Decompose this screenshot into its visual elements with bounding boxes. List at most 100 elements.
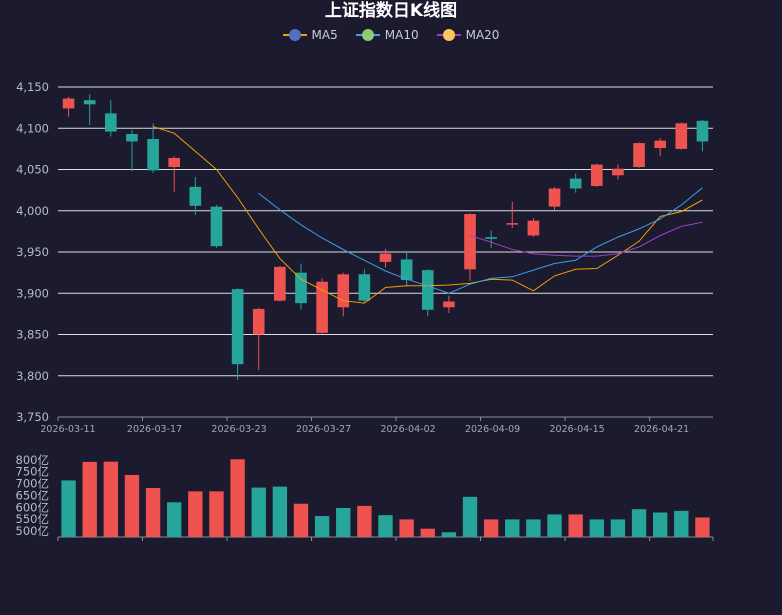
volume-bar [420,528,435,537]
legend-swatch-icon [436,29,461,41]
volume-bar [652,512,668,537]
candle-body [527,220,540,236]
candle-body [485,237,497,239]
chart-title: 上证指数日K线图 [324,1,458,21]
candle-body [548,188,561,207]
legend-item-ma20[interactable]: MA20 [436,28,500,42]
chart-legend: MA5 MA10 MA20 [0,28,782,42]
candle-body [126,134,138,142]
volume-bar [631,509,647,537]
candle-body [464,214,476,270]
volume-bar [399,519,414,537]
volume-bar [336,508,351,537]
volume-y-tick-label: 550亿 [16,512,49,526]
volume-bar [188,491,203,537]
y-tick-label: 3,950 [16,245,49,259]
volume-bar [378,515,393,537]
y-tick-label: 4,000 [16,204,49,218]
volume-bar [251,487,266,537]
legend-label: MA20 [465,28,500,42]
candle-body [316,281,328,333]
volume-y-tick-label: 500亿 [16,524,49,538]
y-tick-label: 4,050 [16,163,49,177]
x-tick-label: 2026-04-15 [549,424,604,435]
candle-body [252,308,265,335]
volume-bar [483,519,499,537]
x-tick-label: 2026-03-17 [127,424,182,435]
y-tick-label: 4,100 [16,121,49,135]
x-tick-label: 2026-04-21 [634,424,689,435]
x-tick-label: 2026-03-11 [40,424,95,435]
volume-bar [547,514,562,537]
candle-body [696,120,709,142]
candle-body [231,289,244,365]
candle-body [295,272,307,304]
candle-body [421,270,434,310]
volume-bar [462,496,478,537]
legend-swatch-icon [355,29,380,41]
legend-item-ma10[interactable]: MA10 [355,28,419,42]
volume-bar [167,502,182,537]
x-tick-label: 2026-03-27 [296,424,351,435]
volume-bar [230,459,245,537]
volume-bar [293,503,309,537]
candle-body [62,98,75,109]
candle-body [590,164,603,186]
volume-bar [357,505,372,537]
candle-body [337,274,350,308]
candle-body [506,223,519,225]
volume-bar [441,532,457,537]
volume-bar [674,510,689,537]
candle-body [654,140,666,149]
volume-bar [82,461,97,537]
volume-bar [505,519,520,537]
candle-body [400,259,413,281]
legend-label: MA10 [384,28,419,42]
candle-body [358,274,371,301]
candle-body [168,157,181,168]
y-tick-label: 3,900 [16,286,49,300]
candle-body [83,100,96,105]
x-tick-label: 2026-04-09 [465,424,520,435]
candle-body [443,301,455,308]
ma-line-ma10 [258,187,703,294]
volume-y-tick-label: 750亿 [16,465,49,479]
volume-bar [124,474,140,537]
candle-body [612,168,624,176]
volume-bar [695,517,710,537]
y-tick-label: 4,150 [16,80,49,94]
candle-body [633,143,645,168]
candle-body [274,266,286,301]
volume-y-tick-label: 800亿 [16,453,49,467]
y-tick-label: 3,750 [16,410,49,424]
volume-y-tick-label: 650亿 [16,488,49,502]
volume-bar [272,486,288,537]
volume-y-tick-label: 700亿 [16,477,49,491]
candle-body [379,253,392,262]
volume-bar [314,516,330,537]
legend-swatch-icon [282,29,307,41]
volume-bar [103,461,119,537]
candle-body [147,138,159,171]
ma-line-ma20 [469,221,703,257]
volume-bar [209,491,224,537]
volume-y-tick-label: 600亿 [16,500,49,514]
x-tick-label: 2026-03-23 [211,424,266,435]
candle-body [210,206,223,247]
candle-body [569,178,582,189]
legend-item-ma5[interactable]: MA5 [282,28,338,42]
volume-bar [145,488,161,537]
volume-bar [610,519,626,537]
volume-bar [568,514,583,537]
legend-label: MA5 [311,28,338,42]
volume-bar [589,519,604,537]
candle-body [189,186,202,206]
y-tick-label: 3,800 [16,369,49,383]
volume-bar [526,519,541,537]
candle-body [105,113,117,132]
y-tick-label: 3,850 [16,328,49,342]
x-tick-label: 2026-04-02 [380,424,435,435]
candle-body [675,123,688,149]
